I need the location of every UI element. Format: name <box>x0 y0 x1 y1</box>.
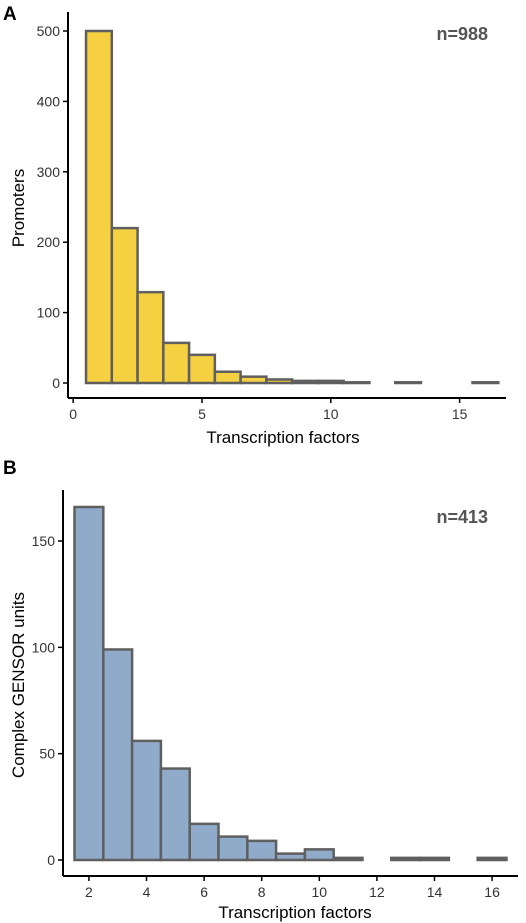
panel-b-bar-16 <box>476 856 508 862</box>
panel-a-y-tick-label-200: 200 <box>37 234 61 250</box>
panel-a-label: A <box>3 4 17 25</box>
panel-b-x-tick-label-2: 2 <box>85 884 93 900</box>
panel-b-y-tick-label-0: 0 <box>47 852 55 868</box>
panel-b-bar-6 <box>188 822 220 862</box>
panel-b-x-tick-label-6: 6 <box>200 884 208 900</box>
panel-a-bar-2 <box>110 226 139 385</box>
panel-b-bar-13 <box>390 856 422 862</box>
panel-b-bar-8 <box>246 839 278 862</box>
panel-b-bar-11 <box>332 856 364 862</box>
panel-b-x-tick-label-16: 16 <box>484 884 500 900</box>
panel-a-y-tick-label-500: 500 <box>37 23 61 39</box>
panel-a-bar-10 <box>316 379 345 385</box>
panel-b-x-tick-label-8: 8 <box>258 884 266 900</box>
panel-a-bar-13 <box>393 381 423 385</box>
panel-a-x-tick-label-10: 10 <box>323 406 339 422</box>
panel-b-x-axis-title: Transcription factors <box>218 903 371 922</box>
panel-a-bars <box>84 29 500 385</box>
panel-a-y-tick-label-100: 100 <box>37 305 61 321</box>
panel-a-bar-4 <box>162 341 191 385</box>
panel-a-x-ticks: 0 5 10 15 <box>69 398 468 422</box>
panel-b-y-tick-label-150: 150 <box>32 533 56 549</box>
panel-b-sample-size: n=413 <box>436 507 488 527</box>
panel-a-bar-8 <box>265 378 294 385</box>
panel-b-y-ticks: 0 50 100 150 <box>32 533 63 868</box>
panel-a-y-tick-label-300: 300 <box>37 164 61 180</box>
panel-b-bars <box>73 505 508 862</box>
panel-b-bar-4 <box>130 739 163 862</box>
panel-a-bar-11 <box>342 381 371 385</box>
panel-b-x-ticks: 2 4 6 8 10 12 14 16 <box>85 876 500 900</box>
panel-b-bar-10 <box>303 848 335 862</box>
panel-a-bar-5 <box>187 353 217 385</box>
panel-a-bar-3 <box>136 290 165 385</box>
panel-a-y-axis-title: Promoters <box>9 169 28 247</box>
panel-b-bar-3 <box>102 648 134 862</box>
panel-a-bar-7 <box>239 375 268 385</box>
panel-a-x-tick-label-5: 5 <box>198 406 206 422</box>
panel-b-y-tick-label-50: 50 <box>39 746 55 762</box>
panel-b-x-tick-label-12: 12 <box>369 884 385 900</box>
panel-b-y-axis-title: Complex GENSOR units <box>9 592 28 778</box>
panel-a-sample-size: n=988 <box>436 24 488 44</box>
panel-a-x-tick-label-15: 15 <box>452 406 468 422</box>
panel-b-bar-9 <box>274 852 307 862</box>
panel-a-bar-6 <box>213 370 242 385</box>
panel-a-chart: A n=988 0 100 200 300 400 500 0 5 10 15 Transcri… <box>3 4 506 447</box>
panel-b-x-tick-label-10: 10 <box>312 884 328 900</box>
panel-b-chart: B n=413 0 50 100 150 2 4 6 8 10 12 14 16 Transcrip… <box>3 458 518 922</box>
panel-b-x-tick-label-14: 14 <box>427 884 443 900</box>
panel-a-y-tick-label-400: 400 <box>37 93 61 109</box>
panel-b-label: B <box>3 458 17 479</box>
panel-a-bar-1 <box>84 29 114 385</box>
panel-b-bar-7 <box>217 835 249 862</box>
panel-a-bar-16 <box>471 381 500 385</box>
panel-b-bar-2 <box>73 505 105 862</box>
panel-a-x-axis-title: Transcription factors <box>206 428 359 447</box>
panel-b-bar-14 <box>418 856 451 862</box>
panel-a-x-tick-label-0: 0 <box>69 406 77 422</box>
panel-a-y-tick-label-0: 0 <box>52 375 60 391</box>
panel-b-y-tick-label-100: 100 <box>32 639 56 655</box>
panel-a-y-ticks: 0 100 200 300 400 500 <box>37 23 68 391</box>
panel-b-bar-5 <box>159 767 191 862</box>
panel-a-bar-9 <box>290 379 320 385</box>
panel-b-x-tick-label-4: 4 <box>143 884 151 900</box>
